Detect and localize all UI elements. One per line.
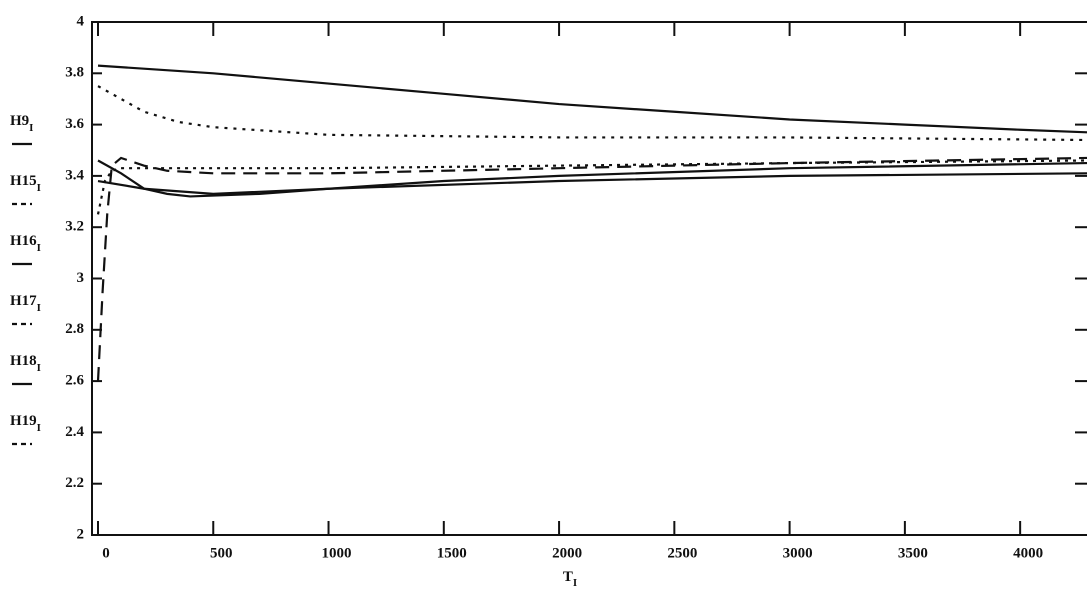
plot-frame bbox=[91, 21, 1087, 536]
legend-name: H17 bbox=[10, 293, 37, 309]
x-axis-label: TI bbox=[563, 569, 577, 588]
legend-subscript: I bbox=[37, 422, 41, 434]
y-tick-label: 3 bbox=[77, 270, 85, 286]
legend-subscript: I bbox=[37, 362, 41, 374]
series-line bbox=[96, 156, 1087, 382]
y-tick-label: 2.8 bbox=[65, 321, 84, 337]
legend-label: H16I bbox=[10, 233, 41, 253]
y-tick-label: 3.2 bbox=[65, 219, 84, 235]
legend-label: H17I bbox=[10, 293, 41, 313]
legend-name: H19 bbox=[10, 413, 37, 429]
x-tick-label: 2000 bbox=[552, 545, 582, 561]
x-tick-label: 1500 bbox=[437, 545, 467, 561]
legend-subscript: I bbox=[29, 122, 33, 134]
x-tick-label: 4000 bbox=[1013, 545, 1043, 561]
legend-subscript: I bbox=[37, 302, 41, 314]
series-line bbox=[96, 159, 1087, 215]
y-tick-label: 2.4 bbox=[65, 424, 84, 440]
legend-subscript: I bbox=[37, 242, 41, 254]
x-tick-label: 3500 bbox=[898, 545, 928, 561]
legend-name: H15 bbox=[10, 173, 37, 189]
legend-name: H9 bbox=[10, 113, 29, 129]
legend-label: H15I bbox=[10, 173, 41, 193]
legend-label: H19I bbox=[10, 413, 41, 433]
legend-name: H18 bbox=[10, 353, 37, 369]
series-line bbox=[97, 159, 1087, 198]
y-tick-label: 3.6 bbox=[65, 116, 84, 132]
x-tick-label: 500 bbox=[210, 545, 233, 561]
legend-name: H16 bbox=[10, 233, 37, 249]
y-tick-label: 3.8 bbox=[65, 65, 84, 81]
series-line bbox=[97, 85, 1087, 142]
legend-label: H9I bbox=[10, 113, 33, 133]
y-tick-label: 4 bbox=[77, 13, 85, 29]
legend-label: H18I bbox=[10, 353, 41, 373]
series-line bbox=[97, 172, 1087, 195]
y-tick-label: 3.4 bbox=[65, 167, 84, 183]
x-tick-label: 2500 bbox=[667, 545, 697, 561]
series-line bbox=[97, 64, 1087, 134]
x-tick-label: 1000 bbox=[322, 545, 352, 561]
y-tick-label: 2.6 bbox=[65, 373, 84, 389]
x-label-subscript: I bbox=[573, 577, 577, 589]
x-tick-label: 0 bbox=[102, 545, 110, 561]
x-label-main: T bbox=[563, 569, 573, 585]
y-tick-label: 2 bbox=[77, 526, 85, 542]
y-tick-label: 2.2 bbox=[65, 475, 84, 491]
legend-subscript: I bbox=[37, 182, 41, 194]
x-tick-label: 3000 bbox=[783, 545, 813, 561]
